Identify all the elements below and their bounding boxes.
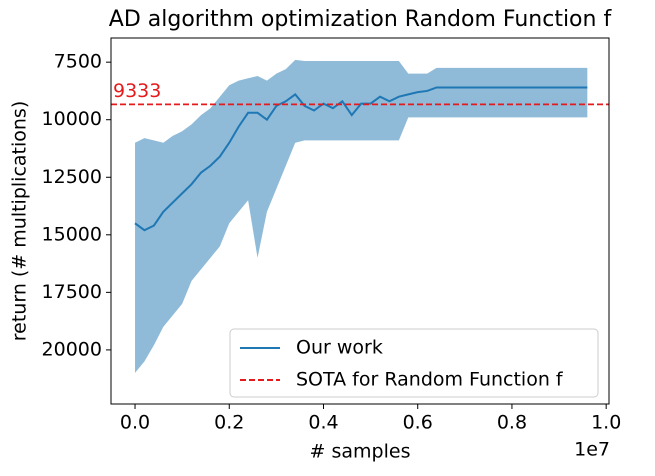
x-tick-label: 0.2 [214,412,244,434]
x-offset-label: 1e7 [574,439,610,461]
y-tick-label: 17500 [42,281,102,303]
x-tick-label: 0.8 [497,412,527,434]
x-tick-label: 0.0 [120,412,150,434]
sota-annotation: 9333 [113,80,161,102]
x-tick-label: 0.6 [403,412,433,434]
legend-box [229,328,599,398]
y-tick-label: 15000 [42,223,102,245]
y-tick-label: 20000 [42,338,102,360]
chart-title: AD algorithm optimization Random Functio… [109,7,613,32]
x-axis-label: # samples [310,441,411,463]
y-tick-label: 7500 [54,51,102,73]
line [134,86,588,232]
y-tick-label: 12500 [42,166,102,188]
legend-label: SOTA for Random Function f [296,369,564,391]
y-axis-label: return (# multiplications) [9,101,31,341]
band [135,59,588,373]
y-tick-label: 10000 [42,108,102,130]
plot-frame [110,37,610,405]
legend-label: Our work [296,337,383,359]
x-tick-label: 1.0 [591,412,621,434]
x-tick-label: 0.4 [308,412,338,434]
